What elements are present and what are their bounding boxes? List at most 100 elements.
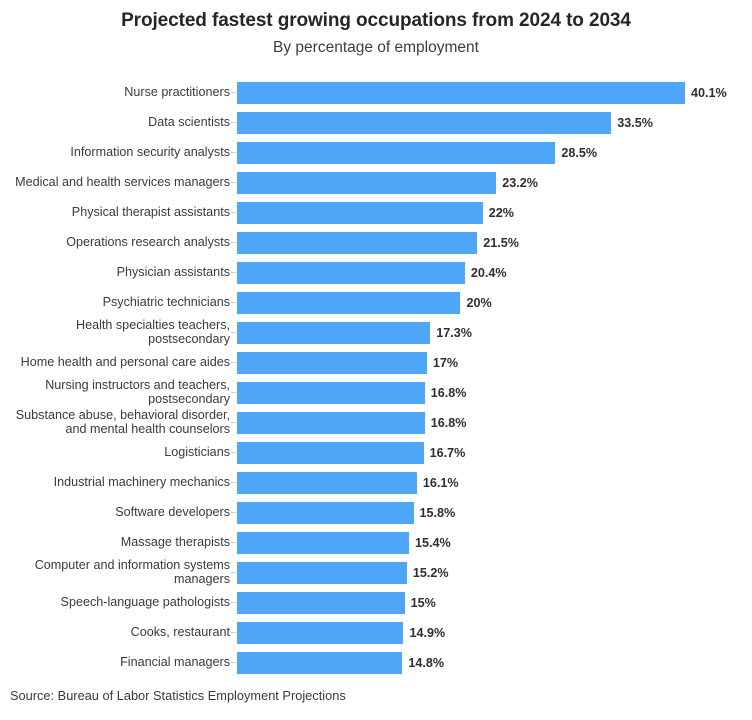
axis-tick — [231, 602, 236, 603]
axis-tick — [231, 422, 236, 423]
axis-tick — [231, 452, 236, 453]
bar[interactable] — [237, 562, 407, 584]
axis-tick — [231, 302, 236, 303]
bar-row[interactable]: Medical and health services managers 23.2… — [0, 168, 752, 198]
category-label: Physician assistants — [117, 258, 230, 288]
axis-tick — [231, 122, 236, 123]
bar[interactable] — [237, 472, 417, 494]
bar-row[interactable]: Industrial machinery mechanics 16.1% — [0, 468, 752, 498]
category-label: Industrial machinery mechanics — [54, 468, 230, 498]
category-label: Speech-language pathologists — [61, 588, 230, 618]
category-label-line: Physical therapist assistants — [71, 205, 230, 220]
bar-row[interactable]: Physical therapist assistants 22% — [0, 198, 752, 228]
bar-track: 14.9% — [237, 622, 752, 644]
bar-value-label: 22% — [488, 206, 514, 220]
category-label-line: Logisticians — [164, 445, 230, 460]
bar-value-label: 17% — [432, 356, 459, 370]
bar-row[interactable]: Speech-language pathologists 15% — [0, 588, 752, 618]
bar-row[interactable]: Nursing instructors and teachers, postsec… — [0, 378, 752, 408]
bar[interactable] — [237, 382, 425, 404]
category-label: Cooks, restaurant — [131, 618, 230, 648]
bar-track: 17.3% — [237, 322, 752, 344]
category-label: Substance abuse, behavioral disorder, and… — [16, 408, 230, 438]
bar[interactable] — [237, 322, 431, 344]
bar-track: 15.8% — [237, 502, 752, 524]
bar-track: 15.2% — [237, 562, 752, 584]
category-label-line: Physician assistants — [116, 265, 230, 280]
bar-row[interactable]: Operations research analysts 21.5% — [0, 228, 752, 258]
bar[interactable] — [237, 142, 556, 164]
bar-track: 15.4% — [237, 532, 752, 554]
category-label: Software developers — [115, 498, 230, 528]
bar-value-label: 15.2% — [412, 566, 449, 580]
bar-track: 23.2% — [237, 172, 752, 194]
axis-tick — [231, 212, 236, 213]
bar-value-label: 40.1% — [691, 86, 727, 100]
bar-row[interactable]: Financial managers 14.8% — [0, 648, 752, 678]
bar-row[interactable]: Substance abuse, behavioral disorder, and… — [0, 408, 752, 438]
category-label-line: Massage therapists — [120, 535, 230, 550]
bar[interactable] — [237, 502, 414, 524]
bar-row[interactable]: Physician assistants 20.4% — [0, 258, 752, 288]
bar-value-label: 14.9% — [409, 626, 446, 640]
category-label-line: postsecondary — [148, 392, 230, 406]
axis-tick — [231, 272, 236, 273]
category-label: Massage therapists — [121, 528, 230, 558]
bar-row[interactable]: Data scientists 33.5% — [0, 108, 752, 138]
category-label-line: Medical and health services managers — [15, 175, 230, 190]
category-label: Medical and health services managers — [15, 168, 230, 198]
bar-track: 14.8% — [237, 652, 752, 674]
bar-value-label: 28.5% — [561, 146, 598, 160]
bar-row[interactable]: Home health and personal care aides 17% — [0, 348, 752, 378]
axis-tick — [231, 242, 236, 243]
bar-value-label: 23.2% — [502, 176, 538, 190]
bar-track: 16.7% — [237, 442, 752, 464]
bar-value-label: 21.5% — [483, 236, 519, 250]
bar[interactable] — [237, 202, 483, 224]
bar[interactable] — [237, 592, 405, 614]
chart-title: Projected fastest growing occupations fr… — [121, 10, 631, 31]
bar[interactable] — [237, 412, 425, 434]
bar-row[interactable]: Cooks, restaurant 14.9% — [0, 618, 752, 648]
bar[interactable] — [237, 262, 465, 284]
category-label-line: postsecondary — [148, 332, 230, 346]
bar-row[interactable]: Software developers 15.8% — [0, 498, 752, 528]
category-label: Logisticians — [164, 438, 230, 468]
bar-row[interactable]: Computer and information systems managers… — [0, 558, 752, 588]
bar-row[interactable]: Health specialties teachers, postsecondar… — [0, 318, 752, 348]
bar[interactable] — [237, 292, 461, 314]
bar-track: 20% — [237, 292, 752, 314]
bar-track: 15% — [237, 592, 752, 614]
bar-track: 16.1% — [237, 472, 752, 494]
bar-value-label: 16.8% — [430, 416, 467, 430]
bar[interactable] — [237, 532, 410, 554]
category-label: Nursing instructors and teachers, postsec… — [45, 378, 230, 408]
bar-row[interactable]: Nurse practitioners 40.1% — [0, 78, 752, 108]
bar-value-label: 16.1% — [422, 476, 459, 490]
bar-value-label: 33.5% — [617, 116, 653, 130]
bar[interactable] — [237, 652, 403, 674]
bar[interactable] — [237, 82, 685, 104]
bar-row[interactable]: Psychiatric technicians 20% — [0, 288, 752, 318]
bar[interactable] — [237, 622, 404, 644]
axis-tick — [231, 482, 236, 483]
bar[interactable] — [237, 442, 424, 464]
bar-value-label: 15.4% — [415, 536, 451, 550]
bar[interactable] — [237, 172, 497, 194]
bar-value-label: 20.4% — [470, 266, 507, 280]
bar-row[interactable]: Information security analysts 28.5% — [0, 138, 752, 168]
axis-tick — [231, 182, 236, 183]
axis-tick — [231, 332, 236, 333]
bar[interactable] — [237, 352, 427, 374]
chart-subtitle: By percentage of employment — [273, 39, 479, 56]
bar[interactable] — [237, 232, 478, 254]
bar-row[interactable]: Logisticians 16.7% — [0, 438, 752, 468]
category-label-line: Nurse practitioners — [124, 85, 230, 100]
bar[interactable] — [237, 112, 612, 134]
bar-track: 28.5% — [237, 142, 752, 164]
axis-tick — [231, 512, 236, 513]
category-label-line: Industrial machinery mechanics — [53, 475, 230, 490]
category-label: Computer and information systems managers — [35, 558, 230, 588]
bar-row[interactable]: Massage therapists 15.4% — [0, 528, 752, 558]
